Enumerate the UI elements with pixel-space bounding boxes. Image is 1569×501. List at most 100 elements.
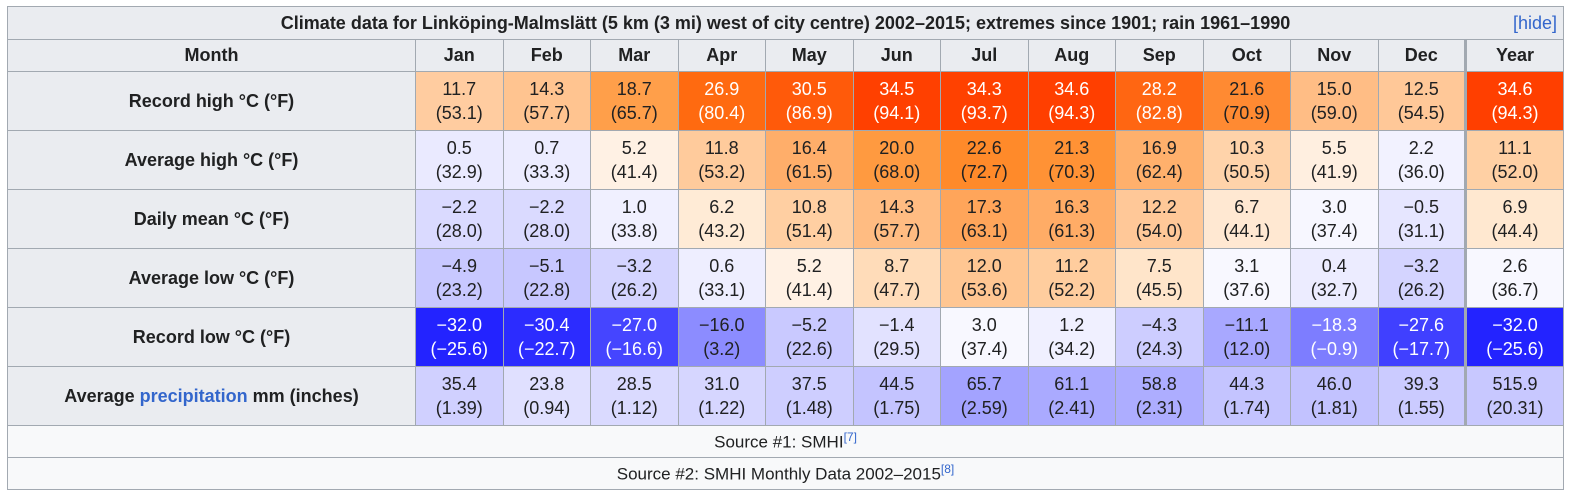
value-cell: 515.9 (20.31) bbox=[1463, 366, 1565, 426]
value-secondary: (34.2) bbox=[1048, 339, 1096, 359]
value-primary: 0.4 bbox=[1321, 256, 1347, 276]
month-name: May bbox=[765, 39, 854, 72]
value-secondary: (53.6) bbox=[960, 280, 1008, 300]
value-primary: 23.8 bbox=[529, 374, 565, 394]
value-secondary: (26.2) bbox=[1397, 280, 1445, 300]
row-label-link[interactable]: precipitation bbox=[139, 386, 248, 406]
value-secondary: (−17.7) bbox=[1392, 339, 1451, 359]
value-cell: 61.1 (2.41) bbox=[1027, 366, 1116, 426]
value-primary: 0.5 bbox=[446, 138, 472, 158]
value-primary: 11.1 bbox=[1498, 138, 1532, 158]
value-primary: 58.8 bbox=[1141, 374, 1177, 394]
row-label: Record high °C (°F) bbox=[7, 71, 416, 131]
value-cell: 11.8 (53.2) bbox=[677, 130, 766, 190]
value-cell: 10.8 (51.4) bbox=[765, 189, 854, 249]
value-primary: 34.5 bbox=[879, 79, 915, 99]
value-secondary: (82.8) bbox=[1135, 103, 1183, 123]
value-primary: 22.6 bbox=[966, 138, 1002, 158]
value-cell: 34.6 (94.3) bbox=[1463, 71, 1565, 131]
value-cell: 0.6 (33.1) bbox=[677, 248, 766, 308]
value-cell: 37.5 (1.48) bbox=[765, 366, 854, 426]
value-primary: 0.7 bbox=[534, 138, 560, 158]
value-cell: 10.3 (50.5) bbox=[1202, 130, 1291, 190]
value-cell: 28.5 (1.12) bbox=[590, 366, 679, 426]
value-primary: 3.1 bbox=[1234, 256, 1260, 276]
value-secondary: (1.48) bbox=[785, 398, 833, 418]
value-primary: −5.1 bbox=[528, 256, 565, 276]
month-name: Mar bbox=[590, 39, 679, 72]
value-primary: 515.9 bbox=[1492, 374, 1538, 394]
row-label-text: Average bbox=[64, 386, 140, 406]
value-cell: 21.6 (70.9) bbox=[1202, 71, 1291, 131]
value-cell: −4.9 (23.2) bbox=[415, 248, 504, 308]
value-cell: 16.9 (62.4) bbox=[1115, 130, 1204, 190]
value-secondary: (33.1) bbox=[698, 280, 746, 300]
value-primary: 20.0 bbox=[879, 138, 915, 158]
row-label-text: mm (inches) bbox=[247, 386, 359, 406]
value-primary: 3.0 bbox=[1321, 197, 1347, 217]
value-cell: 1.2 (34.2) bbox=[1027, 307, 1116, 367]
hide-link[interactable]: hide bbox=[1517, 13, 1553, 33]
value-cell: 6.7 (44.1) bbox=[1202, 189, 1291, 249]
value-cell: −18.3 (−0.9) bbox=[1290, 307, 1379, 367]
value-secondary: (54.0) bbox=[1135, 221, 1183, 241]
value-secondary: (44.4) bbox=[1491, 221, 1539, 241]
month-name: Nov bbox=[1290, 39, 1379, 72]
row-label: Average low °C (°F) bbox=[7, 248, 416, 308]
value-secondary: (1.74) bbox=[1223, 398, 1271, 418]
source-ref[interactable]: [7] bbox=[843, 430, 857, 445]
month-name: Jul bbox=[940, 39, 1029, 72]
value-primary: 35.4 bbox=[441, 374, 477, 394]
source-ref[interactable]: [8] bbox=[940, 462, 955, 477]
value-primary: −18.3 bbox=[1311, 315, 1358, 335]
value-secondary: (36.7) bbox=[1491, 280, 1539, 300]
value-primary: 3.0 bbox=[971, 315, 997, 335]
source-text: Source #2: SMHI Monthly Data 2002–2015 bbox=[616, 464, 941, 484]
value-secondary: (68.0) bbox=[873, 162, 921, 182]
value-secondary: (70.3) bbox=[1048, 162, 1096, 182]
value-secondary: (37.4) bbox=[1310, 221, 1358, 241]
value-secondary: (53.1) bbox=[435, 103, 483, 123]
value-secondary: (−25.6) bbox=[1486, 339, 1544, 359]
climate-table: Climate data for Linköping-Malmslätt (5 … bbox=[6, 6, 1565, 490]
value-primary: 8.7 bbox=[884, 256, 910, 276]
value-cell: 1.0 (33.8) bbox=[590, 189, 679, 249]
value-primary: 5.2 bbox=[621, 138, 647, 158]
value-cell: 16.3 (61.3) bbox=[1027, 189, 1116, 249]
value-secondary: (65.7) bbox=[610, 103, 658, 123]
value-primary: 2.2 bbox=[1408, 138, 1434, 158]
value-cell: 2.2 (36.0) bbox=[1377, 130, 1466, 190]
month-name: Jun bbox=[852, 39, 941, 72]
value-secondary: (12.0) bbox=[1223, 339, 1271, 359]
value-secondary: (33.3) bbox=[523, 162, 571, 182]
value-primary: 26.9 bbox=[704, 79, 740, 99]
value-secondary: (54.5) bbox=[1397, 103, 1445, 123]
value-cell: 3.0 (37.4) bbox=[1290, 189, 1379, 249]
value-cell: 12.2 (54.0) bbox=[1115, 189, 1204, 249]
value-primary: −1.4 bbox=[878, 315, 915, 335]
value-primary: 6.9 bbox=[1502, 197, 1528, 217]
value-secondary: (41.9) bbox=[1310, 162, 1358, 182]
value-primary: 28.2 bbox=[1141, 79, 1177, 99]
value-cell: −30.4 (−22.7) bbox=[502, 307, 591, 367]
value-cell: 34.3 (93.7) bbox=[940, 71, 1029, 131]
value-cell: 15.0 (59.0) bbox=[1290, 71, 1379, 131]
value-secondary: (62.4) bbox=[1135, 162, 1183, 182]
value-cell: 26.9 (80.4) bbox=[677, 71, 766, 131]
hide-toggle[interactable]: [hide] bbox=[1512, 13, 1558, 33]
value-primary: 5.2 bbox=[796, 256, 822, 276]
value-cell: 17.3 (63.1) bbox=[940, 189, 1029, 249]
source-row: Source #2: SMHI Monthly Data 2002–2015[8… bbox=[6, 457, 1565, 490]
value-primary: −11.1 bbox=[1224, 315, 1269, 335]
value-cell: 58.8 (2.31) bbox=[1115, 366, 1204, 426]
value-cell: −4.3 (24.3) bbox=[1115, 307, 1204, 367]
value-secondary: (94.3) bbox=[1048, 103, 1096, 123]
value-cell: 65.7 (2.59) bbox=[940, 366, 1029, 426]
title-cell: Climate data for Linköping-Malmslätt (5 … bbox=[6, 6, 1565, 40]
value-primary: 30.5 bbox=[791, 79, 827, 99]
value-cell: 39.3 (1.55) bbox=[1377, 366, 1466, 426]
value-secondary: (43.2) bbox=[698, 221, 746, 241]
value-primary: 21.6 bbox=[1229, 79, 1265, 99]
value-secondary: (20.31) bbox=[1486, 398, 1544, 418]
value-cell: 35.4 (1.39) bbox=[415, 366, 504, 426]
